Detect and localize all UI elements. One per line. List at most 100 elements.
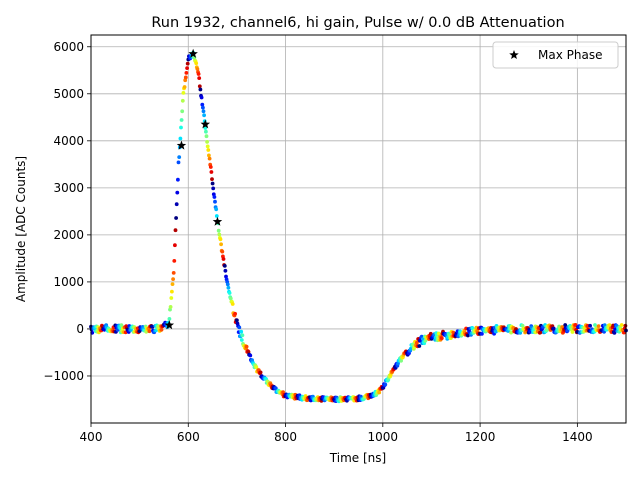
pulse-sample-point: [174, 216, 179, 220]
y-tick-label: −1000: [43, 369, 84, 383]
pulse-sample-point: [179, 125, 183, 130]
pulse-sample-point: [573, 323, 578, 327]
pulse-sample-point: [204, 134, 209, 139]
pulse-sample-point: [466, 333, 470, 338]
pulse-sample-point: [198, 87, 203, 92]
pulse-sample-point: [415, 340, 419, 345]
pulse-sample-point: [239, 329, 244, 334]
pulse-sample-point: [197, 84, 202, 89]
pulse-sample-point: [180, 98, 185, 103]
pulse-sample-point: [212, 195, 217, 199]
pulse-sample-point: [417, 344, 422, 348]
pulse-sample-point: [210, 181, 215, 186]
plot-frame: [90, 34, 627, 424]
pulse-sample-point: [170, 289, 174, 294]
pulse-sample-point: [224, 274, 228, 279]
x-tick-label: 800: [274, 430, 297, 444]
pulse-sample-point: [199, 95, 204, 100]
pulse-sample-point: [223, 268, 228, 273]
pulse-sample-point: [219, 242, 224, 247]
pulse-sample-point: [570, 330, 575, 334]
pulse-sample-point: [217, 232, 222, 237]
pulse-sample-point: [436, 331, 441, 336]
pulse-sample-point: [273, 386, 278, 391]
pulse-sample-point: [254, 365, 259, 370]
pulse-sample-point: [184, 71, 189, 75]
pulse-sample-point: [206, 148, 211, 152]
pulse-sample-point: [171, 271, 176, 275]
pulse-sample-point: [194, 61, 199, 66]
pulse-sample-point: [170, 282, 175, 286]
max-phase-point: [164, 320, 175, 330]
pulse-sample-point: [207, 156, 212, 161]
pulse-sample-point: [216, 228, 221, 233]
pulse-sample-point: [538, 330, 543, 335]
x-tick-label: 1000: [368, 430, 399, 444]
pulse-sample-point: [209, 170, 214, 174]
pulse-sample-point: [399, 358, 403, 363]
pulse-sample-point: [119, 323, 124, 328]
pulse-sample-point: [588, 323, 592, 328]
pulse-sample-point: [222, 264, 227, 268]
y-axis-ticks: −1000 0 1000 2000 3000 4000 5000 6000: [43, 40, 91, 383]
legend-star-icon: [509, 50, 519, 60]
pulse-sample-point: [175, 190, 180, 195]
grid: [90, 35, 626, 423]
pulse-sample-point: [171, 277, 176, 281]
pulse-sample-point: [551, 326, 556, 331]
pulse-sample-point: [214, 207, 219, 212]
y-tick-label: 6000: [53, 40, 84, 54]
pulse-sample-point: [208, 165, 213, 169]
pulse-sample-point: [205, 144, 210, 149]
pulse-sample-point: [178, 136, 183, 141]
pulse-waveform-points: [89, 50, 628, 404]
pulse-sample-point: [205, 140, 210, 144]
pulse-sample-point: [201, 109, 206, 114]
pulse-sample-point: [237, 325, 242, 330]
max-phase-point: [200, 119, 211, 129]
x-axis-label: Time [ns]: [329, 451, 386, 465]
legend-box: [492, 41, 619, 69]
pulse-sample-point: [176, 160, 181, 165]
pulse-sample-point: [509, 330, 513, 335]
pulse-sample-point: [150, 325, 155, 329]
pulse-sample-point: [623, 323, 628, 328]
pulse-sample-point: [439, 336, 444, 341]
y-tick-label: 2000: [53, 228, 84, 242]
pulse-sample-point: [230, 302, 235, 306]
pulse-sample-point: [480, 332, 484, 336]
pulse-sample-point: [200, 102, 205, 107]
pulse-sample-point: [195, 67, 200, 71]
pulse-sample-point: [545, 328, 549, 332]
pulse-sample-point: [172, 259, 177, 263]
pulse-sample-point: [174, 202, 179, 207]
y-tick-label: 4000: [53, 134, 84, 148]
pulse-sample-point: [183, 75, 188, 80]
pulse-sample-point: [227, 291, 232, 295]
pulse-sample-point: [179, 118, 184, 122]
pulse-sample-point: [408, 346, 413, 351]
pulse-sample-point: [494, 329, 498, 334]
y-tick-label: 3000: [53, 181, 84, 195]
y-tick-label: 5000: [53, 87, 84, 101]
pulse-sample-point: [177, 155, 182, 160]
pulse-sample-point: [159, 327, 164, 332]
pulse-sample-point: [207, 153, 211, 158]
pulse-sample-point: [239, 338, 244, 342]
pulse-sample-point: [214, 214, 219, 218]
pulse-sample-point: [225, 282, 230, 287]
pulse-sample-point: [220, 249, 225, 254]
legend: Max Phase: [492, 41, 619, 69]
pulse-sample-point: [226, 285, 231, 290]
pulse-sample-point: [197, 76, 202, 80]
pulse-sample-point: [221, 257, 226, 261]
legend-entry-max-phase: Max Phase: [538, 48, 602, 62]
pulse-sample-point: [596, 324, 601, 328]
pulse-sample-point: [593, 323, 597, 327]
pulse-sample-point: [185, 61, 190, 66]
pulse-sample-point: [248, 353, 253, 358]
pulse-sample-point: [202, 113, 207, 118]
max-phase-point: [176, 140, 187, 150]
pulse-sample-point: [169, 296, 174, 300]
pulse-sample-point: [176, 177, 180, 182]
